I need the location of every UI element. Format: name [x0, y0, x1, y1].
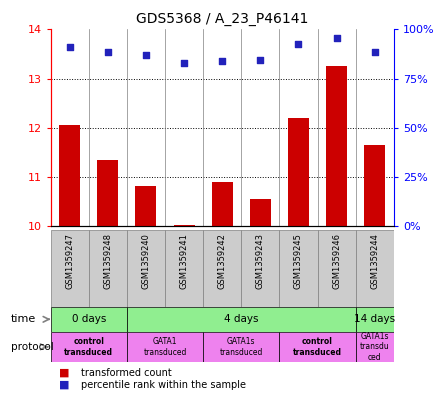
Bar [250, 199, 271, 226]
Bar [203, 332, 279, 362]
Bar [326, 66, 347, 226]
Point [104, 48, 111, 55]
Bar [51, 332, 127, 362]
Text: GSM1359247: GSM1359247 [65, 233, 74, 289]
Text: transformed count: transformed count [81, 367, 172, 378]
Text: ■: ■ [59, 367, 70, 378]
Point [143, 52, 150, 58]
Bar [136, 185, 157, 226]
Bar [212, 182, 233, 226]
Bar [51, 307, 127, 332]
Text: 14 days: 14 days [354, 314, 395, 324]
Text: control
transduced: control transduced [64, 337, 113, 356]
Bar [127, 307, 356, 332]
Point [295, 41, 302, 47]
Bar [59, 125, 80, 226]
Text: GSM1359240: GSM1359240 [141, 233, 150, 289]
Point [180, 60, 187, 66]
Point [333, 35, 340, 41]
Bar [127, 332, 203, 362]
Text: GSM1359246: GSM1359246 [332, 233, 341, 289]
Text: GSM1359248: GSM1359248 [103, 233, 112, 289]
Point [219, 58, 226, 64]
Bar [279, 230, 318, 307]
Text: time: time [11, 314, 36, 324]
Bar [356, 230, 394, 307]
Text: 0 days: 0 days [72, 314, 106, 324]
Bar [203, 230, 241, 307]
Bar [89, 230, 127, 307]
Text: percentile rank within the sample: percentile rank within the sample [81, 380, 246, 390]
Text: GSM1359245: GSM1359245 [294, 233, 303, 289]
Point [66, 44, 73, 50]
Bar [51, 230, 89, 307]
Text: protocol: protocol [11, 342, 54, 352]
Text: 4 days: 4 days [224, 314, 259, 324]
Bar [241, 230, 279, 307]
Bar [364, 145, 385, 226]
Title: GDS5368 / A_23_P46141: GDS5368 / A_23_P46141 [136, 12, 308, 26]
Bar [279, 332, 356, 362]
Text: GATA1s
transdu
ced: GATA1s transdu ced [360, 332, 389, 362]
Text: GSM1359242: GSM1359242 [218, 233, 227, 289]
Point [257, 57, 264, 63]
Bar [127, 230, 165, 307]
Bar [356, 332, 394, 362]
Text: ■: ■ [59, 380, 70, 390]
Bar [97, 160, 118, 226]
Text: GSM1359241: GSM1359241 [180, 233, 189, 289]
Bar [165, 230, 203, 307]
Text: control
transduced: control transduced [293, 337, 342, 356]
Point [371, 48, 378, 55]
Bar [288, 118, 309, 226]
Bar [174, 225, 194, 226]
Text: GATA1
transduced: GATA1 transduced [143, 337, 187, 356]
Text: GATA1s
transduced: GATA1s transduced [220, 337, 263, 356]
Text: GSM1359243: GSM1359243 [256, 233, 265, 289]
Bar [356, 307, 394, 332]
Bar [318, 230, 356, 307]
Text: GSM1359244: GSM1359244 [370, 233, 379, 289]
